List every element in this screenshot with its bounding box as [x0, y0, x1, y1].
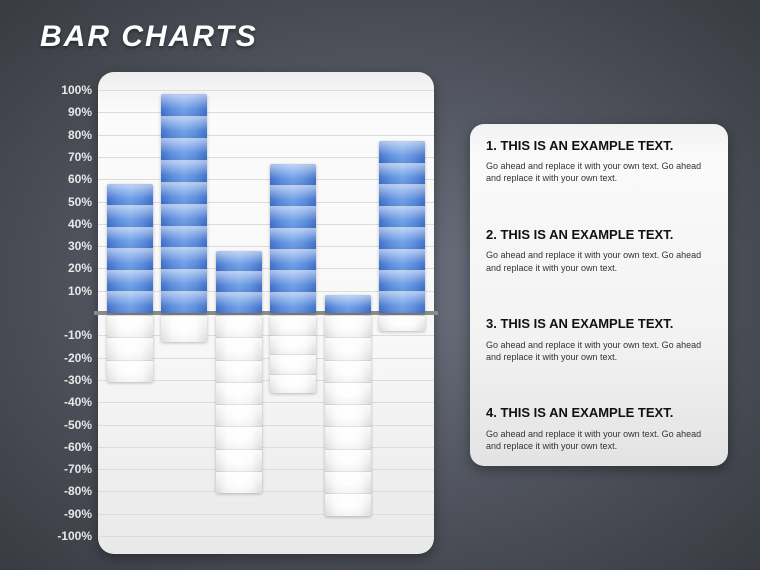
page-title: BAR CHARTS: [40, 20, 258, 54]
y-tick-label: -60%: [64, 440, 92, 454]
gridline: [98, 491, 434, 492]
bar-positive: [107, 184, 153, 313]
text-block-body: Go ahead and replace it with your own te…: [486, 428, 712, 452]
gridline: [98, 112, 434, 113]
y-tick-label: 40%: [68, 217, 92, 231]
bar-positive: [216, 251, 262, 313]
y-tick-label: 30%: [68, 239, 92, 253]
gridline: [98, 514, 434, 515]
y-tick-label: -10%: [64, 328, 92, 342]
y-tick-label: -80%: [64, 484, 92, 498]
text-block: 1. THIS IS AN EXAMPLE TEXT. Go ahead and …: [486, 138, 712, 185]
bar-negative: [379, 315, 425, 331]
text-block-heading: 4. THIS IS AN EXAMPLE TEXT.: [486, 405, 712, 421]
bar-positive: [379, 141, 425, 313]
y-axis: 100% 90% 80% 70% 60% 50% 40% 30% 20% 10% -10% -20% -…: [40, 72, 98, 554]
bar-negative: [325, 315, 371, 516]
text-block-heading: 1. THIS IS AN EXAMPLE TEXT.: [486, 138, 712, 154]
y-tick-label: -100%: [57, 529, 92, 543]
text-block: 4. THIS IS AN EXAMPLE TEXT. Go ahead and …: [486, 405, 712, 452]
text-block-body: Go ahead and replace it with your own te…: [486, 339, 712, 363]
y-tick-label: 10%: [68, 284, 92, 298]
bar-positive: [270, 164, 316, 313]
y-tick-label: -30%: [64, 373, 92, 387]
text-block-body: Go ahead and replace it with your own te…: [486, 249, 712, 273]
bar-negative: [161, 315, 207, 342]
text-block: 3. THIS IS AN EXAMPLE TEXT. Go ahead and …: [486, 316, 712, 363]
bar-negative: [270, 315, 316, 393]
gridline: [98, 469, 434, 470]
bar-negative: [216, 315, 262, 493]
y-tick-label: -40%: [64, 395, 92, 409]
text-block-heading: 3. THIS IS AN EXAMPLE TEXT.: [486, 316, 712, 332]
y-tick-label: -70%: [64, 462, 92, 476]
y-tick-label: 20%: [68, 261, 92, 275]
chart-card: [98, 72, 434, 554]
gridline: [98, 447, 434, 448]
bar-negative: [107, 315, 153, 382]
bar-positive: [325, 295, 371, 313]
text-block-heading: 2. THIS IS AN EXAMPLE TEXT.: [486, 227, 712, 243]
y-tick-label: 50%: [68, 195, 92, 209]
text-block: 2. THIS IS AN EXAMPLE TEXT. Go ahead and …: [486, 227, 712, 274]
y-tick-label: 80%: [68, 128, 92, 142]
text-panel: 1. THIS IS AN EXAMPLE TEXT. Go ahead and …: [470, 124, 728, 466]
gridline: [98, 402, 434, 403]
chart-plot: [98, 90, 434, 536]
gridline: [98, 90, 434, 91]
gridline: [98, 425, 434, 426]
y-tick-label: 90%: [68, 105, 92, 119]
y-tick-label: -20%: [64, 351, 92, 365]
bar-positive: [161, 94, 207, 313]
y-tick-label: -50%: [64, 418, 92, 432]
gridline: [98, 135, 434, 136]
y-tick-label: -90%: [64, 507, 92, 521]
y-tick-label: 100%: [61, 83, 92, 97]
text-block-body: Go ahead and replace it with your own te…: [486, 160, 712, 184]
y-tick-label: 60%: [68, 172, 92, 186]
y-tick-label: 70%: [68, 150, 92, 164]
gridline: [98, 536, 434, 537]
